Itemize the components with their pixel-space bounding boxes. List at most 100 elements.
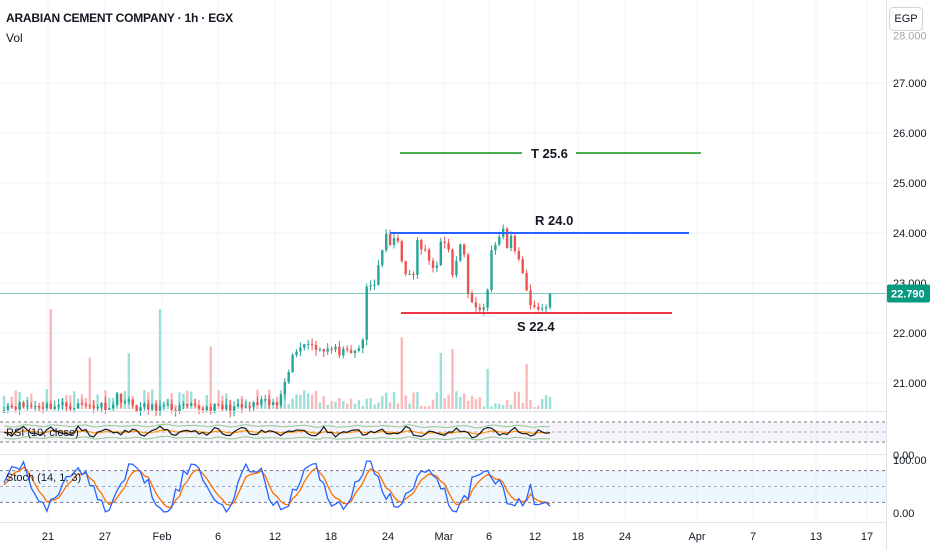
candle-body[interactable] (408, 273, 411, 275)
candle-body[interactable] (131, 399, 134, 406)
candle-body[interactable] (509, 235, 513, 249)
candle-body[interactable] (100, 402, 103, 408)
candle-body[interactable] (92, 405, 95, 408)
candle-body[interactable] (451, 249, 454, 276)
candle-body[interactable] (459, 244, 462, 261)
candle-body[interactable] (349, 349, 353, 354)
candle-body[interactable] (271, 402, 275, 405)
candle-body[interactable] (396, 238, 400, 242)
candle-body[interactable] (158, 406, 162, 413)
candle-body[interactable] (112, 404, 115, 409)
candle-body[interactable] (10, 405, 13, 408)
candle-body[interactable] (498, 236, 501, 245)
volume-label[interactable]: Vol (6, 31, 23, 45)
candle-body[interactable] (248, 406, 251, 408)
candle-body[interactable] (533, 305, 536, 307)
candle-body[interactable] (381, 250, 384, 266)
candle-body[interactable] (22, 402, 25, 407)
candle-body[interactable] (478, 307, 481, 310)
candle-body[interactable] (221, 405, 224, 410)
candle-body[interactable] (209, 406, 212, 413)
candle-body[interactable] (299, 347, 302, 352)
price-scale[interactable]: 27.00026.00025.00024.00023.00022.00021.0… (893, 31, 927, 391)
candle-body[interactable] (41, 407, 45, 409)
stoch-k-line[interactable] (3, 460, 551, 514)
candle-body[interactable] (307, 344, 310, 346)
candle-body[interactable] (256, 402, 259, 405)
candle-body[interactable] (330, 348, 333, 350)
rsi-line[interactable] (3, 425, 551, 439)
candle-body[interactable] (541, 308, 544, 310)
candle-body[interactable] (295, 351, 298, 356)
candle-body[interactable] (283, 382, 286, 395)
candle-body[interactable] (88, 405, 91, 407)
candle-body[interactable] (236, 403, 240, 407)
candle-body[interactable] (482, 307, 485, 310)
candle-body[interactable] (443, 241, 446, 243)
candle-body[interactable] (369, 285, 372, 287)
candle-body[interactable] (334, 346, 337, 350)
candle-body[interactable] (463, 244, 466, 255)
candle-body[interactable] (217, 403, 220, 406)
candle-body[interactable] (73, 408, 76, 410)
candle-body[interactable] (314, 344, 318, 350)
candle-body[interactable] (127, 399, 130, 402)
candle-body[interactable] (494, 244, 497, 251)
candle-body[interactable] (377, 265, 380, 285)
candle-body[interactable] (466, 254, 470, 294)
candle-body[interactable] (353, 350, 357, 354)
candle-body[interactable] (61, 402, 64, 405)
candle-body[interactable] (108, 408, 111, 410)
candle-body[interactable] (537, 306, 540, 310)
candle-body[interactable] (260, 399, 263, 405)
candle-body[interactable] (385, 233, 388, 251)
candle-body[interactable] (65, 402, 68, 407)
candle-body[interactable] (96, 407, 99, 409)
candle-body[interactable] (76, 403, 80, 409)
candle-body[interactable] (431, 260, 435, 268)
candle-body[interactable] (303, 344, 306, 348)
candle-body[interactable] (240, 403, 244, 408)
candle-body[interactable] (190, 403, 193, 406)
candle-body[interactable] (201, 408, 205, 411)
candle-body[interactable] (318, 349, 322, 351)
candle-body[interactable] (123, 401, 127, 403)
candle-body[interactable] (229, 404, 232, 413)
symbol-title[interactable]: ARABIAN CEMENT COMPANY · 1h · EGX (6, 11, 233, 25)
candle-body[interactable] (6, 405, 10, 410)
candle-body[interactable] (416, 240, 419, 275)
candle-body[interactable] (264, 399, 267, 401)
current-price-tag[interactable]: 22.790 (887, 284, 930, 303)
time-axis[interactable]: 21 27 Feb 6 12 18 24 Mar 6 12 18 24 Apr 7 13 17 (42, 531, 873, 543)
candle-body[interactable] (505, 228, 509, 249)
candle-body[interactable] (49, 403, 52, 409)
candle-body[interactable] (178, 405, 181, 411)
candle-body[interactable] (357, 348, 361, 351)
candle-body[interactable] (162, 405, 166, 407)
candle-body[interactable] (447, 242, 450, 250)
candle-body[interactable] (147, 403, 150, 410)
candle-body[interactable] (30, 405, 33, 407)
rsi-pane[interactable]: RSI (10, close) 0.00 (0, 421, 914, 462)
candle-body[interactable] (119, 393, 123, 403)
candle-body[interactable] (529, 290, 532, 306)
candle-body[interactable] (490, 250, 493, 290)
candle-body[interactable] (143, 403, 146, 408)
candle-body[interactable] (275, 402, 279, 406)
candle-body[interactable] (439, 241, 442, 266)
candle-body[interactable] (186, 403, 189, 406)
candle-body[interactable] (322, 349, 325, 352)
level-lines[interactable]: T 25.6 R 24.0 S 22.4 (390, 146, 701, 334)
candle-body[interactable] (57, 404, 60, 407)
candle-body[interactable] (45, 403, 49, 409)
candle-body[interactable] (474, 302, 478, 308)
candle-body[interactable] (53, 406, 56, 409)
candle-body[interactable] (435, 265, 439, 268)
candle-body[interactable] (365, 286, 368, 340)
candle-body[interactable] (26, 405, 29, 407)
candle-body[interactable] (151, 404, 154, 410)
candle-body[interactable] (342, 348, 345, 356)
candle-body[interactable] (193, 403, 197, 406)
candle-body[interactable] (232, 406, 236, 413)
candle-body[interactable] (486, 289, 489, 308)
